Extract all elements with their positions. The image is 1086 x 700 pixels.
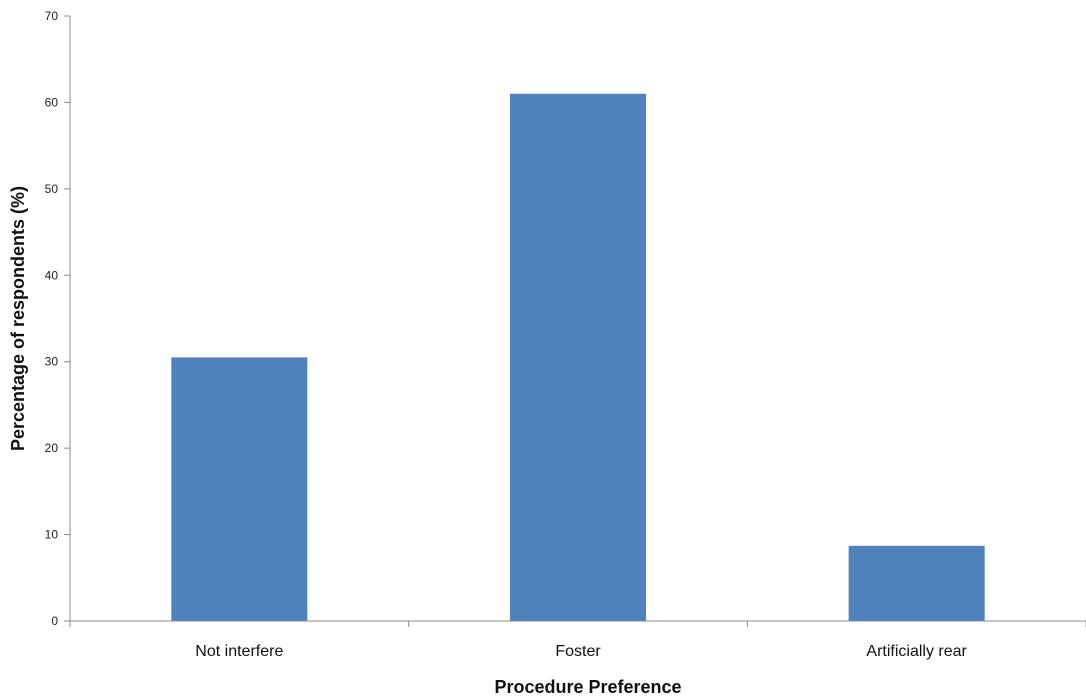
y-tick-label: 50 <box>45 182 59 196</box>
x-tick-label: Not interfere <box>195 643 283 660</box>
y-tick-label: 30 <box>45 355 59 369</box>
bar-foster <box>510 93 646 622</box>
y-tick-label: 60 <box>45 95 59 109</box>
bars-group <box>171 93 985 622</box>
y-tick-label: 10 <box>45 528 59 542</box>
y-axis-title: Percentage of respondents (%) <box>8 186 28 451</box>
x-axis-tick-labels: Not interfere Foster Artificially rear <box>195 643 967 660</box>
bar-not-interfere <box>171 357 308 621</box>
x-tick-label: Artificially rear <box>866 643 967 660</box>
x-tick-label: Foster <box>555 643 601 660</box>
y-tick-label: 20 <box>45 441 59 455</box>
y-axis-ticks: 0 10 20 30 40 50 60 70 <box>45 9 70 628</box>
y-tick-label: 70 <box>45 9 59 23</box>
y-tick-label: 40 <box>45 268 59 282</box>
x-axis-title: Procedure Preference <box>494 677 681 697</box>
y-tick-label: 0 <box>51 614 58 628</box>
axes <box>69 16 1086 627</box>
bar-artificially-rear <box>848 545 985 621</box>
